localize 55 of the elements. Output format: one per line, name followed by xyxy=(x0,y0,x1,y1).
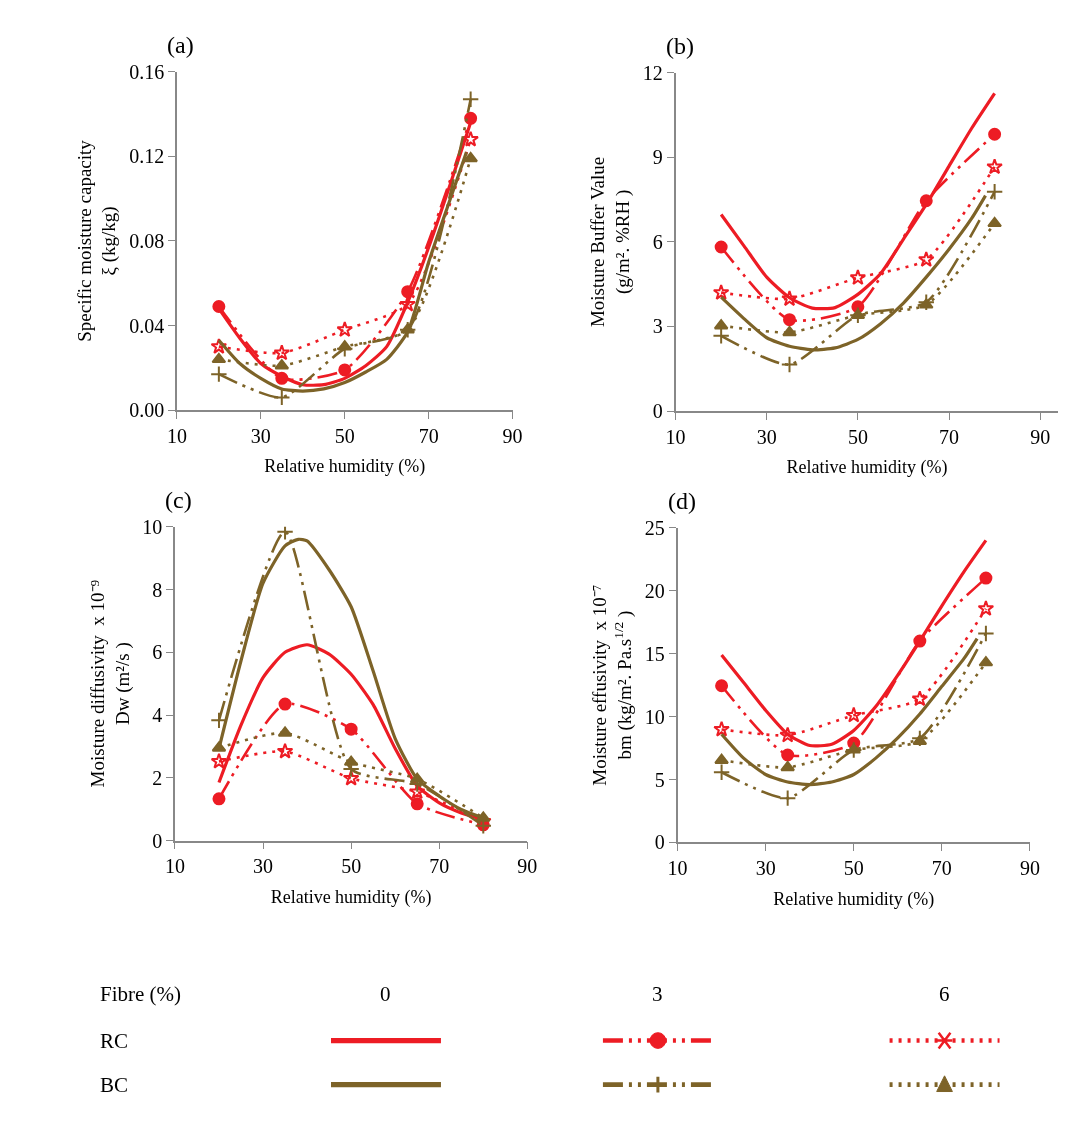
text: Fibre (%) xyxy=(100,982,182,1006)
x-tick-label: 30 xyxy=(755,857,776,880)
y-tick-label: 0.04 xyxy=(129,314,165,337)
x-tick-label: 10 xyxy=(166,424,187,447)
x-tick-label: 50 xyxy=(843,857,864,880)
x-axis-title: Relative humidity (%) xyxy=(786,457,948,479)
x-tick-label: 50 xyxy=(334,424,355,447)
x-tick-label: 70 xyxy=(418,424,439,447)
y-tick-label: 2 xyxy=(152,766,163,789)
y-tick-label: 3 xyxy=(652,315,663,338)
x-axis-title: Relative humidity (%) xyxy=(264,456,426,478)
x-tick-label: 30 xyxy=(756,425,777,448)
x-tick-label: 90 xyxy=(1030,425,1051,448)
y-axis-title: Moisture Buffer Value (g/m². %RH ) xyxy=(587,156,635,328)
x-tick-label: 90 xyxy=(1019,857,1040,880)
x-tick-label: 70 xyxy=(931,857,952,880)
text: BC xyxy=(100,1073,129,1097)
chart-title: (d) xyxy=(668,488,696,514)
x-tick-label: 30 xyxy=(250,424,271,447)
y-tick-label: 10 xyxy=(644,705,665,728)
y-tick-label: 9 xyxy=(652,146,663,169)
x-tick-label: 50 xyxy=(341,855,362,878)
y-tick-label: 0.08 xyxy=(129,229,165,252)
y-tick-label: 20 xyxy=(644,579,665,602)
y-tick-label: 6 xyxy=(152,641,163,664)
y-tick-label: 8 xyxy=(152,578,163,601)
y-tick-label: 12 xyxy=(642,61,663,84)
text: 6 xyxy=(939,982,950,1006)
y-tick-label: 25 xyxy=(644,516,665,539)
y-tick-label: 0.12 xyxy=(129,145,165,168)
x-tick-label: 70 xyxy=(429,855,450,878)
chart-title: (b) xyxy=(666,33,694,59)
chart-title: (a) xyxy=(167,32,194,58)
y-tick-label: 0.00 xyxy=(129,399,165,422)
y-tick-label: 0 xyxy=(654,831,665,854)
x-axis-title: Relative humidity (%) xyxy=(270,886,432,908)
y-tick-label: 0.16 xyxy=(129,60,165,83)
y-tick-label: 10 xyxy=(142,515,163,538)
y-tick-label: 6 xyxy=(652,230,663,253)
y-tick-label: 0 xyxy=(152,829,163,852)
x-tick-label: 90 xyxy=(517,855,538,878)
y-axis-title: Specific moisture capacity ξ (kg/kg) xyxy=(73,139,121,342)
x-tick-label: 90 xyxy=(502,424,523,447)
y-tick-label: 0 xyxy=(652,400,663,423)
chart-title: (c) xyxy=(165,487,192,513)
x-axis-title: Relative humidity (%) xyxy=(773,888,935,910)
y-tick-label: 4 xyxy=(152,704,163,727)
y-tick-label: 5 xyxy=(654,768,665,791)
y-tick-label: 15 xyxy=(644,642,665,665)
y-axis-title: Moisture diffusivity x 10⁻⁹ Dw (m²/s ) xyxy=(86,579,134,788)
x-tick-label: 50 xyxy=(847,425,868,448)
text: 0 xyxy=(380,982,391,1006)
x-tick-label: 30 xyxy=(253,855,274,878)
x-tick-label: 70 xyxy=(939,425,960,448)
text: RC xyxy=(100,1029,129,1053)
